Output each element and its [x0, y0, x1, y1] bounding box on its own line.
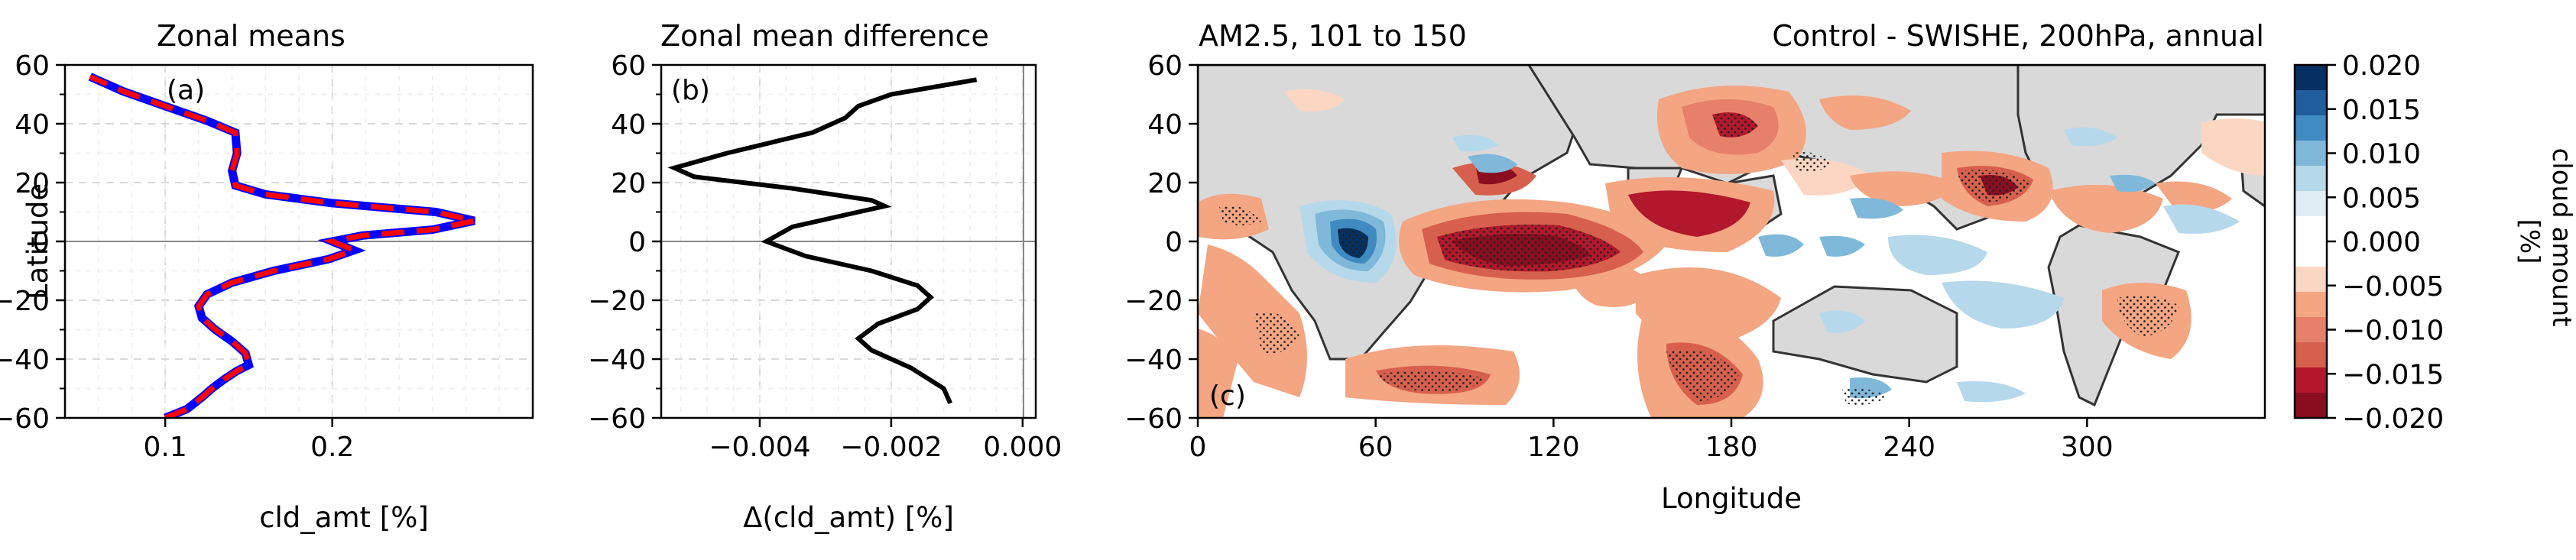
x-tick-label: 0.000 — [983, 432, 1062, 463]
y-tick-label: −40 — [588, 345, 646, 376]
x-tick-label: 180 — [1705, 432, 1758, 463]
colorbar-block — [2295, 115, 2327, 141]
colorbar-tick-label: −0.010 — [2342, 316, 2444, 347]
y-tick-label: −20 — [1124, 286, 1183, 317]
series-swishe-line — [90, 76, 475, 418]
colorbar-tick-label: 0.000 — [2342, 227, 2421, 258]
colorbar-block — [2295, 292, 2327, 318]
colorbar-tick-label: 0.015 — [2342, 95, 2421, 126]
panel-b-label: (b) — [671, 75, 710, 106]
y-tick-label: 40 — [1147, 109, 1183, 141]
y-tick-label: 40 — [611, 109, 646, 141]
panel-a-ylabel: Latitude — [21, 183, 54, 299]
colorbar-blocks — [2295, 65, 2327, 419]
colorbar-block — [2295, 393, 2327, 419]
colorbar-tick-label: −0.005 — [2342, 271, 2444, 303]
colorbar-tick-label: 0.010 — [2342, 139, 2421, 170]
y-tick-label: 60 — [15, 50, 50, 82]
y-tick-label: 60 — [1147, 50, 1183, 82]
colorbar-block — [2295, 141, 2327, 167]
panel-a-xlabel: cld_amt [%] — [259, 501, 429, 534]
colorbar-block — [2295, 367, 2327, 393]
colorbar-ticks: 0.020 0.015 0.010 0.005 0.000 −0.005 −0.010 −0.… — [2327, 50, 2444, 435]
y-tick-label: 20 — [1147, 168, 1183, 199]
panel-a-label: (a) — [167, 75, 205, 106]
x-tick-label: 300 — [2061, 432, 2114, 463]
x-tick-label: 60 — [1358, 432, 1393, 463]
panel-b-x-ticks: −0.004 −0.002 0.000 — [709, 418, 1062, 463]
panel-a-x-ticks: 0.1 0.2 — [144, 418, 355, 463]
panel-c-title-left: AM2.5, 101 to 150 — [1199, 19, 1467, 53]
colorbar-block — [2295, 90, 2327, 116]
panel-b-xlabel: Δ(cld_amt) [%] — [743, 501, 954, 534]
colorbar-tick-label: −0.020 — [2342, 403, 2444, 435]
panel-c-title-right: Control - SWISHE, 200hPa, annual — [1772, 19, 2264, 53]
colorbar-block — [2295, 216, 2327, 242]
colorbar-block — [2295, 241, 2327, 267]
x-tick-label: 240 — [1883, 432, 1935, 463]
colorbar-label: cloud amount [%] — [2514, 148, 2576, 335]
colorbar-block — [2295, 191, 2327, 217]
colorbar-tick-label: −0.015 — [2342, 359, 2444, 390]
y-tick-label: −20 — [588, 286, 646, 317]
y-tick-label: −40 — [0, 345, 50, 376]
x-tick-label: 0.2 — [310, 432, 354, 463]
x-tick-label: 120 — [1527, 432, 1580, 463]
colorbar-block — [2295, 317, 2327, 343]
panel-b: Zonal mean difference (b) −0.004 −0.002 0.… — [588, 19, 1062, 534]
colorbar-block — [2295, 65, 2327, 91]
map-plot-area — [1198, 65, 2265, 418]
colorbar-block — [2295, 342, 2327, 368]
y-tick-label: 0 — [628, 227, 646, 258]
y-tick-label: 20 — [611, 168, 646, 199]
colorbar-tick-label: 0.005 — [2342, 183, 2421, 214]
y-tick-label: −60 — [1124, 403, 1183, 435]
colorbar-block — [2295, 267, 2327, 293]
x-tick-label: −0.004 — [709, 432, 810, 463]
panel-c-y-ticks: −60 −40 −20 0 20 40 60 — [1124, 50, 1198, 435]
panel-b-y-ticks: −60 −40 −20 0 20 40 60 — [588, 50, 661, 435]
y-tick-label: 40 — [15, 109, 50, 141]
x-tick-label: −0.002 — [840, 432, 942, 463]
y-tick-label: −60 — [0, 403, 50, 435]
panel-c-label: (c) — [1209, 380, 1246, 412]
panel-c-xlabel: Longitude — [1661, 482, 1802, 515]
colorbar: 0.020 0.015 0.010 0.005 0.000 −0.005 −0.010 −0.… — [2295, 50, 2576, 435]
panel-b-plot-area — [661, 65, 1036, 418]
x-tick-label: 0.1 — [144, 432, 187, 463]
panel-c: AM2.5, 101 to 150 Control - SWISHE, 200h… — [1124, 19, 2576, 515]
panel-a: Zonal means (a) 0.1 0.2 −60−40−200204060 … — [0, 19, 533, 534]
x-tick-label: 0 — [1189, 432, 1207, 463]
y-tick-label: 0 — [1165, 227, 1183, 258]
panel-c-x-ticks: 0 60 120 180 240 300 — [1189, 418, 2114, 463]
colorbar-block — [2295, 166, 2327, 192]
y-tick-label: −40 — [1124, 345, 1183, 376]
colorbar-tick-label: 0.020 — [2342, 50, 2421, 82]
y-tick-label: −60 — [588, 403, 646, 435]
y-tick-label: 60 — [611, 50, 646, 82]
panel-a-title: Zonal means — [157, 19, 346, 53]
panel-b-title: Zonal mean difference — [660, 19, 989, 53]
series-control-line — [90, 76, 475, 418]
